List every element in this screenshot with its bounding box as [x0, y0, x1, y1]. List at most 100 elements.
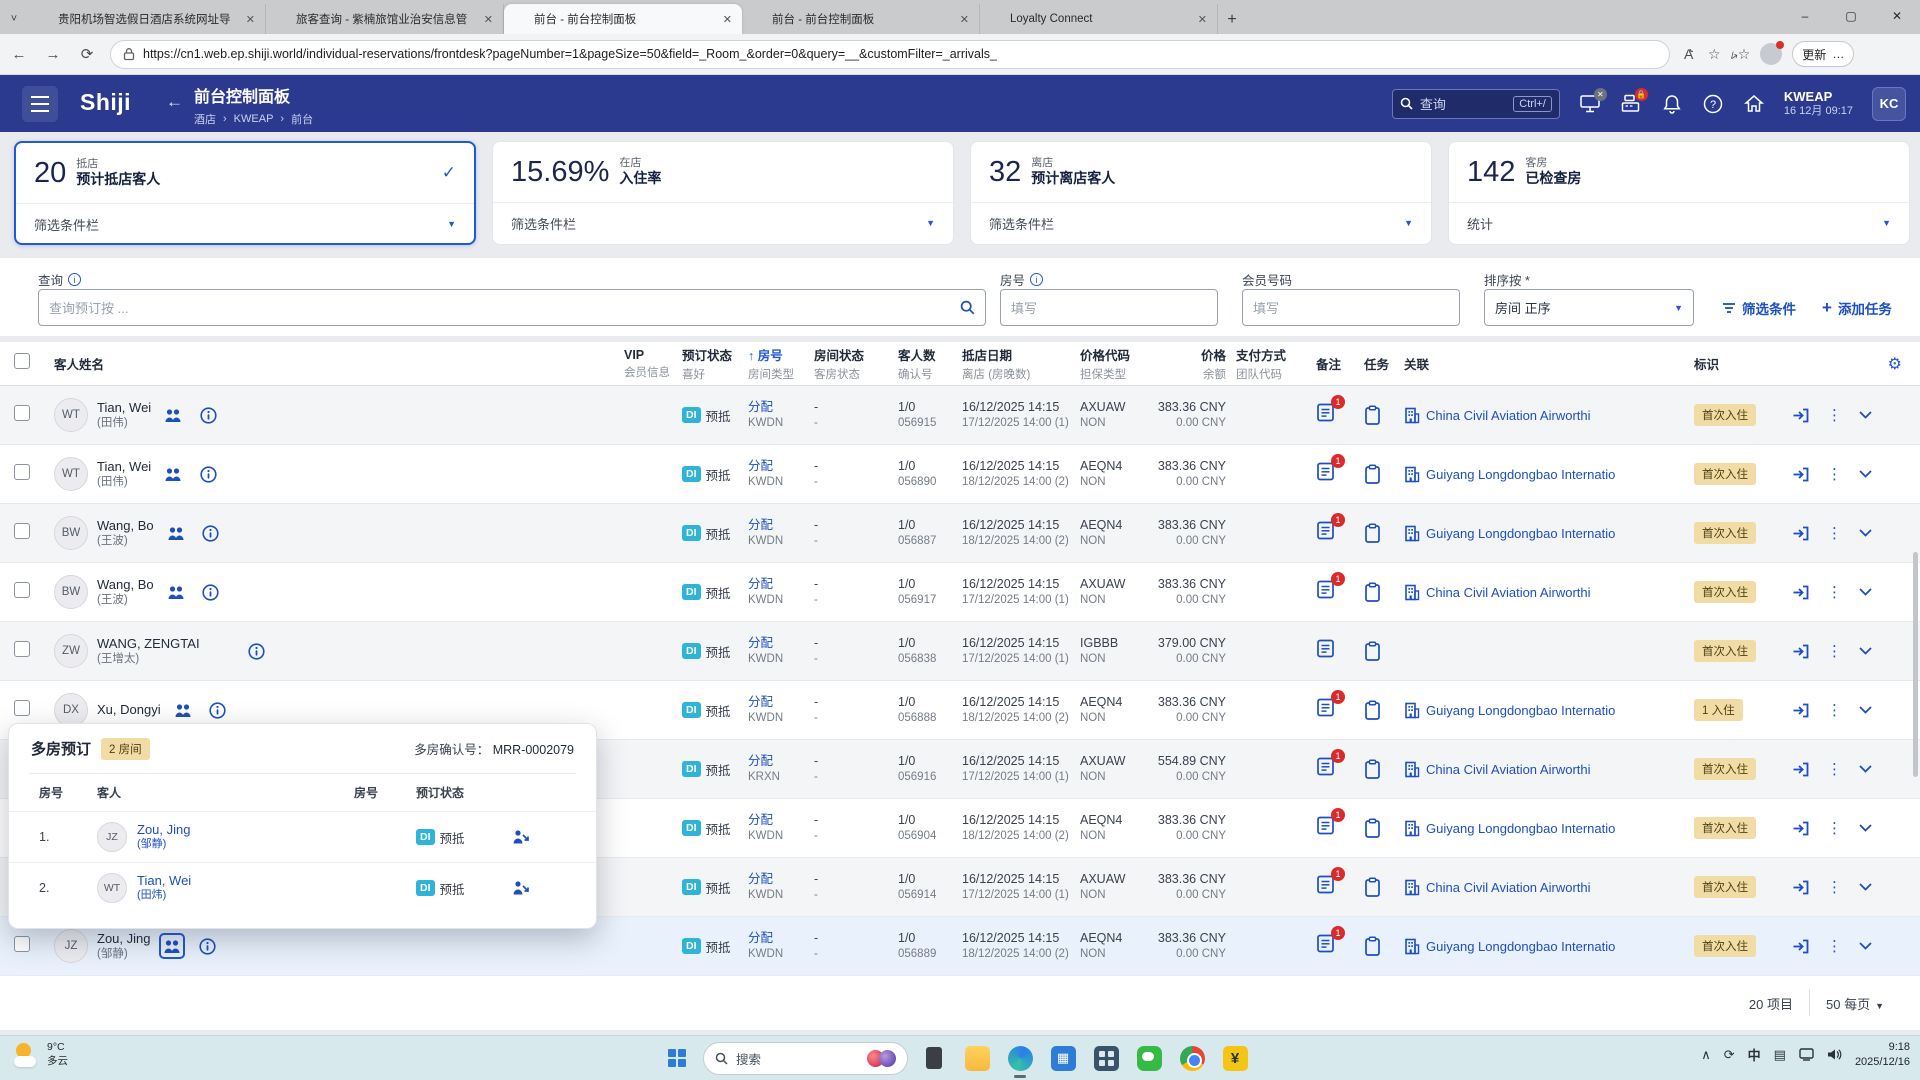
- expand-chevron-icon[interactable]: [1859, 529, 1872, 537]
- more-actions-icon[interactable]: ⋮: [1827, 820, 1842, 837]
- table-row[interactable]: BW Wang, Bo (王波) DI: [0, 504, 1920, 563]
- col-links[interactable]: 关联: [1404, 358, 1430, 372]
- room-assign-link[interactable]: 分配: [748, 812, 774, 827]
- home-icon[interactable]: [1743, 93, 1765, 115]
- tasks-clipboard-icon[interactable]: [1364, 817, 1404, 839]
- multi-room-group-icon[interactable]: [160, 461, 186, 487]
- company-link[interactable]: Guiyang Longdongbao Internatio: [1426, 466, 1616, 482]
- breadcrumb-hotel[interactable]: 酒店: [194, 114, 216, 126]
- expand-chevron-icon[interactable]: [1859, 942, 1872, 950]
- company-link[interactable]: China Civil Aviation Airworthi: [1426, 761, 1591, 777]
- tasks-clipboard-icon[interactable]: [1364, 699, 1404, 721]
- expand-chevron-icon[interactable]: [1859, 647, 1872, 655]
- browser-tab[interactable]: Loyalty Connect ✕: [980, 4, 1218, 34]
- col-resv-status[interactable]: 预订状态: [682, 349, 733, 363]
- col-rate-code[interactable]: 价格代码: [1080, 349, 1131, 363]
- taskbar-store-icon[interactable]: ▦: [1046, 1041, 1080, 1075]
- popup-guest-name[interactable]: Zou, Jing: [137, 822, 191, 837]
- tray-show-hidden-icon[interactable]: ∧: [1701, 1046, 1711, 1062]
- info-icon[interactable]: [198, 520, 224, 546]
- notes-icon[interactable]: 1: [1316, 453, 1345, 483]
- browser-tab[interactable]: 前台 - 前台控制面板 ✕: [504, 4, 742, 34]
- multi-room-group-icon[interactable]: [159, 933, 186, 959]
- tasks-clipboard-icon[interactable]: [1364, 404, 1404, 426]
- taskbar-file-explorer-icon[interactable]: [960, 1041, 994, 1075]
- info-icon[interactable]: [205, 697, 231, 723]
- notes-icon[interactable]: [1316, 638, 1338, 660]
- check-in-icon[interactable]: [1792, 761, 1810, 778]
- multi-room-group-icon[interactable]: [160, 402, 186, 428]
- check-in-icon[interactable]: [1792, 938, 1810, 955]
- cashier-icon[interactable]: 🔒: [1620, 87, 1648, 115]
- header-back-icon[interactable]: ←: [166, 92, 183, 111]
- popup-row[interactable]: 1. JZ Zou, Jing (邹静) DI 预抵: [9, 811, 596, 862]
- taskbar-wechat-icon[interactable]: [1132, 1041, 1166, 1075]
- forward-icon[interactable]: →: [45, 45, 61, 63]
- tray-ime-icon[interactable]: 中: [1747, 1048, 1761, 1064]
- sort-by-select[interactable]: 房间 正序 ▼: [1484, 289, 1694, 326]
- minimize-button[interactable]: –: [1801, 9, 1809, 23]
- expand-chevron-icon[interactable]: [1859, 765, 1872, 773]
- row-checkbox[interactable]: [14, 935, 30, 952]
- info-icon[interactable]: i: [1030, 273, 1044, 286]
- stat-card[interactable]: 20 抵店 预计抵店客人 ✓ 筛选条件栏 ▼: [14, 141, 476, 245]
- room-assign-link[interactable]: 分配: [748, 458, 774, 473]
- room-number-input[interactable]: 填写: [1000, 289, 1218, 326]
- table-row[interactable]: DX Xu, Dongyi DI: [0, 681, 1920, 740]
- col-room-sorted[interactable]: ↑ 房号: [748, 349, 783, 363]
- taskbar-search[interactable]: 搜索: [703, 1041, 908, 1075]
- company-link[interactable]: China Civil Aviation Airworthi: [1426, 407, 1591, 423]
- taskbar-calculator-icon[interactable]: [1089, 1041, 1123, 1075]
- tray-pen-icon[interactable]: ▤: [1773, 1046, 1786, 1062]
- table-settings-gear-icon[interactable]: ⚙: [1887, 356, 1902, 373]
- tab-close-icon[interactable]: ✕: [722, 13, 732, 26]
- info-icon[interactable]: [195, 461, 221, 487]
- url-field[interactable]: https://cn1.web.ep.shiji.world/individua…: [110, 39, 1670, 69]
- check-in-icon[interactable]: [1792, 643, 1810, 660]
- more-actions-icon[interactable]: ⋮: [1827, 938, 1842, 955]
- company-link[interactable]: Guiyang Longdongbao Internatio: [1426, 702, 1616, 718]
- stat-card-filter-dropdown[interactable]: 筛选条件栏 ▼: [493, 203, 953, 243]
- popup-check-in-icon[interactable]: [511, 880, 596, 897]
- stat-card-filter-dropdown[interactable]: 统计 ▼: [1449, 203, 1909, 243]
- expand-chevron-icon[interactable]: [1859, 470, 1872, 478]
- more-actions-icon[interactable]: ⋮: [1827, 761, 1842, 778]
- row-checkbox[interactable]: [14, 640, 30, 657]
- tasks-clipboard-icon[interactable]: [1364, 463, 1404, 485]
- notes-icon[interactable]: 1: [1316, 689, 1345, 719]
- expand-chevron-icon[interactable]: [1859, 411, 1872, 419]
- row-checkbox[interactable]: [14, 522, 30, 539]
- stat-card-filter-dropdown[interactable]: 筛选条件栏 ▼: [16, 204, 474, 244]
- company-link[interactable]: Guiyang Longdongbao Internatio: [1426, 525, 1616, 541]
- expand-chevron-icon[interactable]: [1859, 706, 1872, 714]
- maximize-button[interactable]: ▢: [1845, 9, 1857, 23]
- notes-icon[interactable]: 1: [1316, 925, 1345, 955]
- check-in-icon[interactable]: [1792, 820, 1810, 837]
- check-in-icon[interactable]: [1792, 879, 1810, 896]
- taskbar-weather-widget[interactable]: 9°C 多云: [14, 1041, 68, 1068]
- hamburger-menu-icon[interactable]: [22, 86, 58, 122]
- tasks-clipboard-icon[interactable]: [1364, 935, 1404, 957]
- more-actions-icon[interactable]: ⋮: [1827, 584, 1842, 601]
- popup-guest-name[interactable]: Tian, Wei: [137, 873, 192, 888]
- check-in-icon[interactable]: [1792, 702, 1810, 719]
- tasks-clipboard-icon[interactable]: [1364, 581, 1404, 603]
- global-search-input[interactable]: 查询 Ctrl+/: [1391, 88, 1560, 119]
- refresh-icon[interactable]: ⟳: [80, 46, 94, 63]
- info-icon[interactable]: [195, 402, 221, 428]
- tab-list-chevron-icon[interactable]: ˅: [10, 13, 18, 25]
- room-assign-link[interactable]: 分配: [748, 871, 774, 886]
- expand-chevron-icon[interactable]: [1859, 883, 1872, 891]
- col-arrival-date[interactable]: 抵店日期: [962, 349, 1013, 363]
- info-icon[interactable]: [194, 933, 220, 959]
- query-input[interactable]: 查询预订按 ...: [38, 289, 986, 326]
- browser-profile-avatar[interactable]: [1760, 41, 1785, 65]
- company-link[interactable]: China Civil Aviation Airworthi: [1426, 879, 1591, 895]
- notes-icon[interactable]: 1: [1316, 807, 1345, 837]
- more-menu-icon[interactable]: …: [1832, 47, 1845, 61]
- tray-network-icon[interactable]: [1799, 1048, 1814, 1062]
- info-icon[interactable]: [244, 638, 270, 664]
- row-checkbox[interactable]: [14, 404, 30, 421]
- filter-conditions-button[interactable]: 筛选条件: [1722, 298, 1796, 318]
- more-actions-icon[interactable]: ⋮: [1827, 407, 1842, 424]
